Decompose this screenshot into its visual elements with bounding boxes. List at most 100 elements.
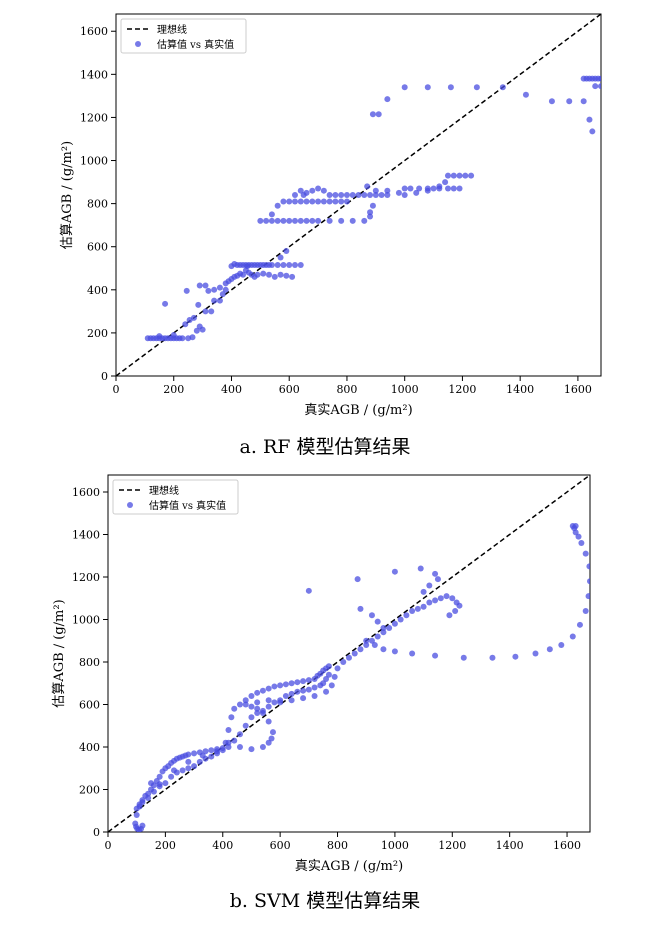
data-point	[195, 301, 202, 308]
data-point	[170, 332, 177, 339]
data-point	[363, 642, 370, 648]
data-point	[401, 192, 408, 198]
data-point	[274, 217, 281, 224]
data-point	[456, 185, 463, 192]
data-point	[323, 676, 330, 682]
legend-item-points: 估算值 vs 真实值	[157, 38, 234, 51]
data-point	[442, 179, 449, 186]
data-point	[240, 271, 247, 278]
data-point	[444, 172, 451, 179]
data-point	[291, 262, 298, 269]
data-point	[386, 625, 393, 631]
data-point	[343, 192, 350, 198]
svm-scatter-chart: 0 200 400 600 800 1000 1200 1400 1600 0 200 400 600 8…	[52, 474, 591, 874]
data-point	[268, 217, 275, 224]
data-point	[297, 262, 304, 269]
data-point	[460, 654, 467, 661]
data-point	[254, 705, 261, 712]
data-point	[420, 588, 427, 595]
x-tick-label: 1200	[448, 383, 476, 396]
y-tick-label: 800	[79, 656, 100, 669]
y-tick-label: 1200	[72, 571, 100, 584]
data-point	[417, 565, 424, 572]
data-point	[191, 750, 198, 757]
data-point	[473, 84, 480, 91]
data-point	[575, 533, 582, 540]
data-point	[260, 270, 267, 277]
data-point	[426, 582, 433, 589]
data-point	[191, 763, 198, 770]
y-tick-label: 200	[87, 327, 108, 340]
data-point	[286, 217, 293, 224]
x-tick-label: 0	[113, 383, 120, 396]
data-point	[242, 722, 249, 729]
data-point	[254, 710, 261, 716]
x-tick-label: 800	[327, 839, 348, 852]
data-point	[369, 111, 376, 118]
y-tick-label: 1600	[72, 486, 100, 499]
data-point	[409, 650, 416, 657]
data-point	[592, 83, 599, 90]
data-point	[300, 695, 307, 702]
data-point	[291, 198, 298, 205]
data-point	[566, 98, 573, 105]
data-point	[183, 287, 190, 294]
data-point	[326, 198, 333, 205]
data-point	[372, 192, 379, 198]
data-point	[309, 198, 316, 205]
chart-panel-rf: 0 200 400 600 800 1000 1200 1400 1600 0 200 400 600 8…	[60, 13, 602, 458]
data-point	[325, 663, 332, 670]
data-point	[303, 198, 310, 205]
data-point	[375, 111, 382, 118]
data-point	[315, 217, 322, 224]
data-point	[156, 333, 163, 340]
data-point	[326, 192, 333, 198]
data-point	[199, 752, 206, 759]
data-point	[216, 297, 223, 304]
data-point	[380, 646, 387, 653]
data-point	[585, 593, 590, 600]
data-point	[268, 262, 275, 269]
x-tick-label: 1400	[496, 839, 524, 852]
data-point	[266, 271, 273, 278]
data-point	[294, 679, 301, 686]
data-point	[395, 189, 402, 196]
x-axis-label: 真实AGB / (g/m²)	[304, 403, 412, 418]
data-point	[179, 767, 186, 774]
data-point	[391, 620, 398, 627]
data-point	[193, 327, 200, 334]
data-point	[450, 185, 457, 192]
data-point	[391, 648, 398, 655]
data-point	[254, 699, 261, 706]
data-point	[236, 701, 243, 708]
data-point	[391, 568, 398, 575]
data-point	[205, 287, 212, 294]
data-point	[156, 781, 163, 788]
data-point	[340, 659, 347, 665]
data-point	[586, 563, 590, 570]
data-point	[248, 746, 255, 753]
x-axis-label: 真实AGB / (g/m²)	[295, 859, 403, 874]
x-tick-label: 1000	[381, 839, 409, 852]
data-point	[320, 198, 327, 205]
data-point	[311, 684, 318, 691]
data-point	[309, 217, 316, 224]
data-point	[211, 297, 218, 304]
data-point	[148, 780, 155, 787]
data-point	[162, 300, 169, 307]
data-point	[369, 202, 376, 209]
x-tick-label: 600	[270, 839, 291, 852]
data-point	[133, 805, 140, 812]
data-point	[179, 335, 186, 342]
data-point	[598, 75, 601, 82]
data-point	[145, 795, 152, 801]
data-point	[286, 198, 293, 205]
data-point	[598, 83, 601, 90]
data-point	[332, 192, 339, 198]
data-point	[145, 790, 152, 797]
data-point	[259, 744, 266, 750]
data-point	[265, 718, 272, 725]
data-point	[576, 621, 583, 628]
data-point	[532, 650, 539, 657]
x-tick-label: 400	[221, 383, 242, 396]
